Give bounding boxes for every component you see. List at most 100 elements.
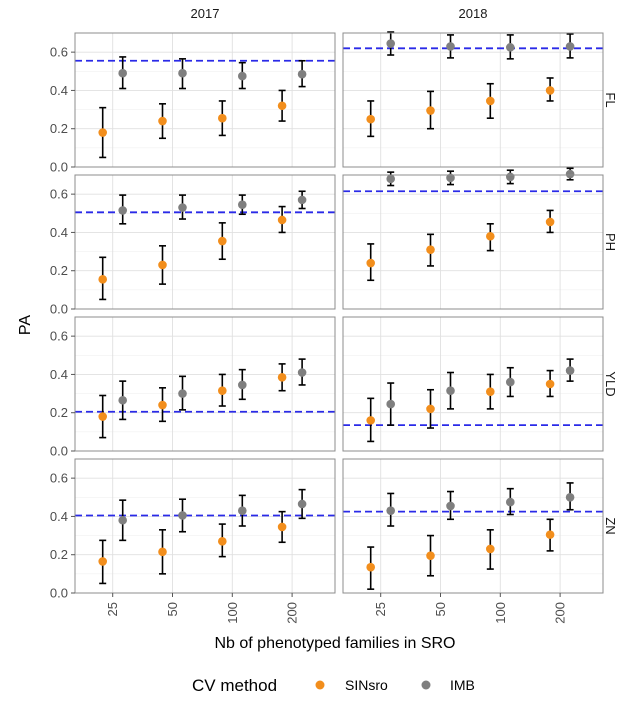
point-imb [386, 39, 396, 48]
y-tick-label: 0.4 [50, 509, 68, 524]
panel-2018-FL [342, 31, 604, 168]
point-sinsro [158, 400, 167, 410]
point-sinsro [545, 217, 555, 227]
panel-border [342, 458, 604, 594]
y-tick-label: 0.0 [50, 444, 68, 459]
y-axis-title: PA [17, 315, 34, 335]
point-imb [446, 386, 455, 396]
x-tick-label: 25 [105, 602, 120, 616]
panel-background [343, 33, 603, 167]
point-sinsro [486, 387, 495, 396]
y-tick-label: 0.2 [50, 121, 68, 136]
y-tick-label: 0.2 [50, 405, 68, 420]
y-tick-label: 0.0 [50, 160, 68, 175]
panel-2018-PH [342, 167, 604, 310]
row-strip-PH: PH [603, 233, 618, 251]
point-imb [506, 43, 515, 52]
point-sinsro [486, 96, 495, 106]
point-imb [446, 173, 455, 183]
legend-title: CV method [192, 676, 277, 695]
point-sinsro [426, 551, 435, 560]
panel-2018-YLD [342, 316, 604, 452]
point-sinsro [158, 260, 167, 270]
point-imb [386, 506, 396, 515]
point-imb [565, 366, 575, 375]
point-sinsro [158, 116, 167, 126]
point-sinsro [545, 379, 555, 389]
panel-border [74, 458, 336, 594]
y-tick-label: 0.6 [50, 329, 68, 344]
point-sinsro [545, 86, 555, 95]
x-axis-title: Nb of phenotyped families in SRO [214, 635, 455, 652]
y-tick-label: 0.6 [50, 187, 68, 202]
panel-border [74, 316, 336, 452]
point-imb [178, 511, 187, 520]
x-tick-label: 100 [493, 602, 508, 624]
point-sinsro [218, 113, 227, 123]
panel-border [342, 316, 604, 452]
panel-2017-FL [74, 32, 336, 168]
legend-label-imb: IMB [450, 677, 475, 693]
y-tick-label: 0.2 [50, 547, 68, 562]
x-tick-label: 200 [553, 602, 568, 624]
point-sinsro [545, 530, 555, 539]
y-tick-label: 0.6 [50, 471, 68, 486]
point-imb [118, 206, 127, 215]
point-sinsro [218, 236, 227, 246]
point-imb [506, 377, 515, 387]
axes: 0.0 0.2 0.4 0.6 0.0 0.2 0.4 0.6 0.0 0.2 0.4 0.6 0.0 0… [50, 45, 568, 624]
facet-panels [74, 31, 604, 594]
point-imb [297, 368, 307, 377]
panel-background [75, 33, 335, 167]
point-imb [238, 380, 247, 390]
point-imb [297, 195, 307, 205]
point-sinsro [277, 522, 287, 532]
legend-label-sinsro: SINsro [345, 677, 388, 693]
y-tick-label: 0.4 [50, 225, 68, 240]
point-sinsro [426, 245, 435, 254]
point-sinsro [426, 404, 435, 414]
y-tick-label: 0.0 [50, 302, 68, 317]
point-imb [118, 515, 127, 525]
point-imb [238, 71, 247, 81]
panel-background [343, 459, 603, 593]
point-sinsro [218, 537, 227, 546]
column-strip-2017: 2017 [191, 6, 220, 21]
point-sinsro [98, 128, 107, 137]
point-sinsro [486, 231, 495, 241]
point-sinsro [98, 557, 107, 566]
point-imb [297, 499, 307, 509]
point-imb [565, 42, 575, 51]
point-imb [565, 169, 575, 179]
point-sinsro [98, 275, 107, 284]
point-sinsro [486, 544, 495, 554]
panel-border [342, 174, 604, 310]
point-sinsro [426, 106, 435, 115]
point-imb [178, 389, 187, 398]
column-strip-2018: 2018 [459, 6, 488, 21]
panel-background [75, 317, 335, 451]
panel-border [74, 32, 336, 168]
point-imb [565, 492, 575, 502]
row-strip-YLD: YLD [603, 371, 618, 396]
point-sinsro [98, 412, 107, 421]
point-sinsro [366, 416, 376, 425]
panel-background [343, 175, 603, 309]
x-tick-label: 50 [165, 602, 180, 616]
point-imb [506, 497, 515, 507]
point-imb [238, 200, 247, 209]
panel-2017-PH [74, 174, 336, 310]
panel-border [342, 32, 604, 168]
point-imb [386, 399, 396, 409]
point-imb [446, 501, 455, 511]
panel-2017-YLD [74, 316, 336, 452]
facet-strips: 2017 2018 FL PH YLD ZN [191, 6, 618, 535]
legend: CV method SINsro IMB [192, 676, 475, 695]
legend-swatch-imb [421, 680, 431, 690]
y-tick-label: 0.4 [50, 83, 68, 98]
panel-2018-ZN [342, 458, 604, 594]
y-tick-label: 0.0 [50, 586, 68, 601]
panel-border [74, 174, 336, 310]
x-tick-label: 200 [285, 602, 300, 624]
